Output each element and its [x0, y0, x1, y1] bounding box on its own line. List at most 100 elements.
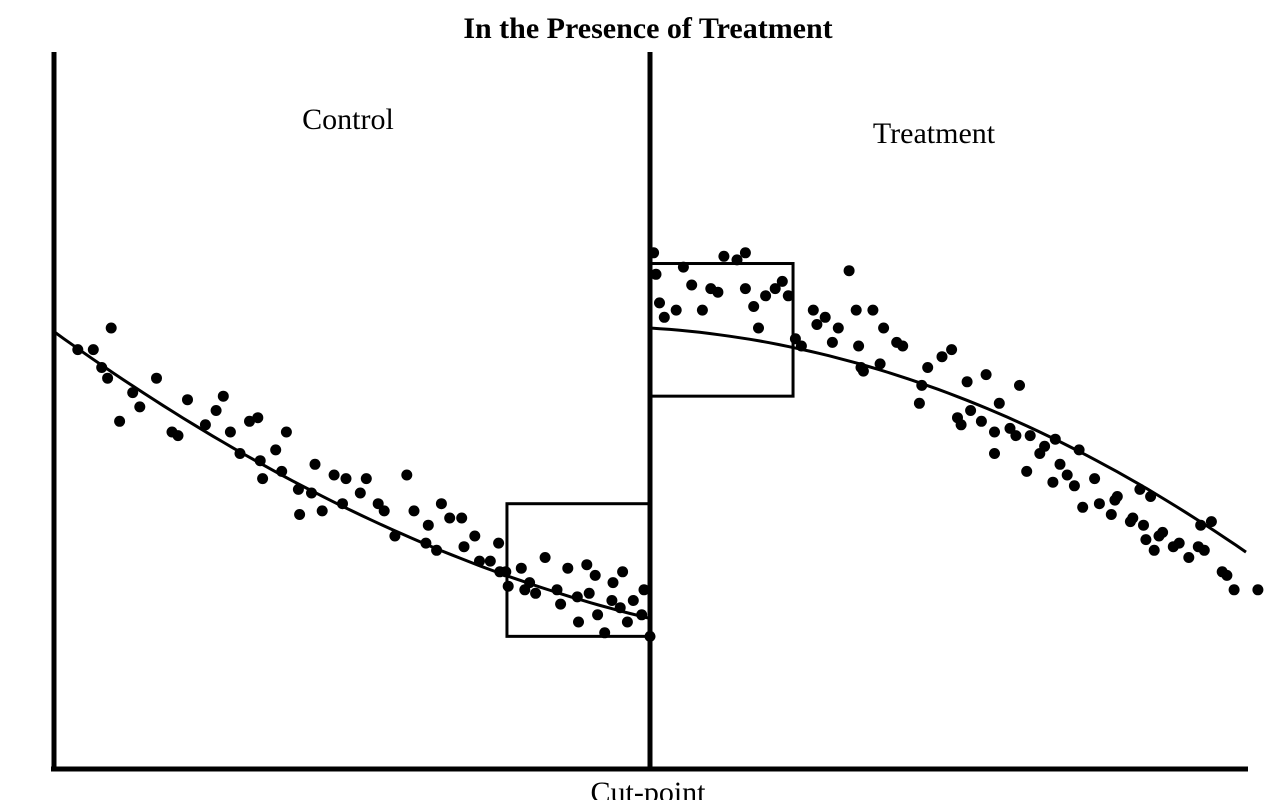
- data-point: [936, 351, 948, 363]
- data-point: [826, 336, 838, 348]
- data-point: [874, 358, 886, 370]
- data-point: [270, 444, 282, 456]
- data-point: [469, 530, 481, 542]
- data-point: [309, 458, 321, 470]
- data-point: [636, 609, 648, 621]
- data-point: [897, 340, 909, 352]
- data-point: [731, 254, 743, 266]
- data-point: [819, 311, 831, 323]
- data-point: [843, 265, 855, 277]
- data-point: [444, 512, 456, 524]
- data-point: [607, 577, 619, 589]
- data-point: [658, 311, 670, 323]
- data-point: [712, 286, 724, 298]
- data-point: [1134, 483, 1146, 495]
- data-point: [811, 319, 823, 330]
- data-point: [946, 344, 958, 356]
- cutpoint-box-0: [505, 502, 652, 638]
- data-point: [1073, 444, 1085, 456]
- data-point: [337, 498, 348, 510]
- data-point: [1014, 379, 1025, 391]
- data-point: [435, 498, 447, 510]
- data-point: [878, 322, 890, 334]
- data-point: [234, 448, 246, 459]
- data-point: [1205, 516, 1217, 528]
- data-point: [857, 365, 869, 377]
- data-point: [408, 505, 420, 517]
- data-point: [961, 376, 973, 388]
- data-point: [458, 541, 470, 553]
- data-point: [1140, 534, 1152, 546]
- data-point: [1039, 440, 1051, 452]
- data-point: [696, 304, 708, 316]
- data-point: [316, 505, 328, 517]
- data-point: [210, 405, 222, 416]
- data-point: [599, 627, 611, 639]
- data-point: [96, 362, 108, 373]
- data-point: [975, 415, 987, 427]
- data-point: [1077, 501, 1089, 513]
- data-point: [606, 595, 618, 606]
- data-point: [638, 584, 650, 596]
- data-point: [1010, 430, 1022, 442]
- data-point: [378, 505, 390, 517]
- data-point: [306, 487, 317, 499]
- data-point: [654, 297, 665, 309]
- x-axis-label: Cut-point: [590, 776, 706, 800]
- data-point: [573, 616, 584, 628]
- data-point: [252, 412, 264, 424]
- chart-title: In the Presence of Treatment: [463, 12, 832, 45]
- data-point: [328, 469, 340, 481]
- data-point: [72, 344, 84, 356]
- data-point: [1138, 519, 1149, 531]
- data-point: [360, 473, 372, 485]
- data-point: [1068, 480, 1080, 492]
- data-point: [1173, 537, 1185, 549]
- data-point: [1127, 512, 1139, 524]
- data-point: [276, 465, 288, 477]
- data-point: [1024, 430, 1036, 442]
- data-point: [1111, 491, 1123, 502]
- data-point: [686, 279, 698, 291]
- data-point: [670, 304, 682, 316]
- data-point: [853, 340, 865, 352]
- data-point: [592, 609, 604, 621]
- data-point: [539, 552, 551, 563]
- data-point: [583, 587, 595, 599]
- data-point: [850, 304, 862, 316]
- data-point: [1183, 552, 1195, 563]
- data-point: [127, 387, 139, 399]
- data-point: [769, 283, 781, 295]
- data-point: [530, 587, 542, 599]
- data-point: [739, 247, 751, 259]
- data-point: [621, 616, 633, 628]
- data-point: [515, 562, 527, 574]
- data-point: [1221, 569, 1233, 581]
- data-point: [105, 322, 117, 334]
- data-point: [789, 333, 801, 345]
- data-point: [955, 419, 967, 431]
- data-point: [292, 483, 304, 495]
- data-point: [244, 415, 255, 427]
- data-point: [989, 448, 1000, 459]
- data-point: [134, 401, 146, 413]
- data-point: [254, 455, 266, 467]
- data-point: [431, 544, 443, 556]
- data-point: [795, 340, 807, 352]
- data-point: [1061, 469, 1073, 481]
- data-point: [1105, 509, 1117, 520]
- data-point: [650, 268, 662, 280]
- fit-line-0: [53, 330, 651, 620]
- data-point: [648, 247, 660, 259]
- data-point: [1049, 433, 1061, 445]
- data-point: [280, 426, 292, 438]
- data-point: [581, 559, 593, 571]
- data-point: [627, 595, 639, 606]
- control-region-label: Control: [302, 103, 394, 136]
- data-point: [401, 469, 413, 481]
- points-layer: [72, 247, 1264, 642]
- data-point: [776, 275, 788, 287]
- data-point: [389, 530, 401, 542]
- data-point: [524, 577, 536, 589]
